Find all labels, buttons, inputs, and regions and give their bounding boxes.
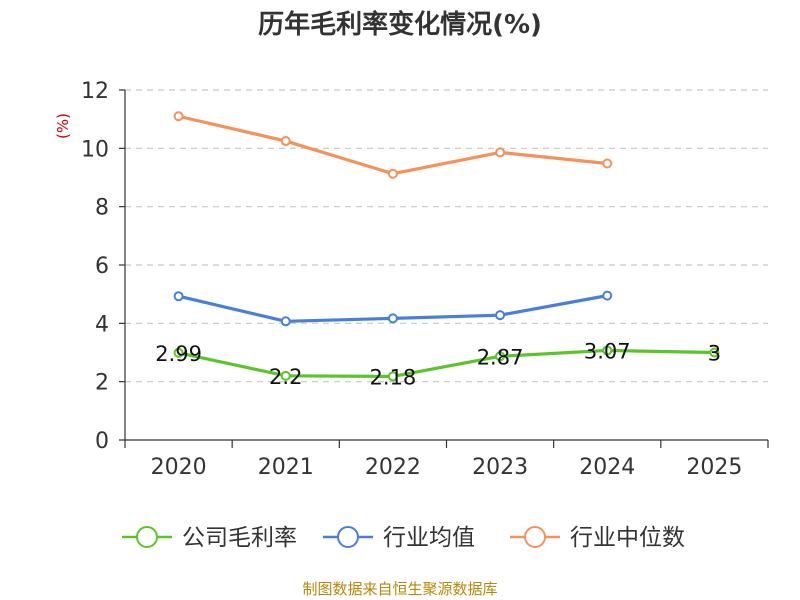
data-point <box>602 345 613 356</box>
legend-marker <box>136 526 158 548</box>
data-point <box>602 158 613 169</box>
x-tick-label: 2023 <box>472 455 528 480</box>
data-label: 2.2 <box>269 365 302 389</box>
y-tick-label: 12 <box>81 79 109 104</box>
y-axis-unit: (%) <box>54 113 72 139</box>
y-axis-ticks: 0 2 4 6 8 10 12 <box>81 79 125 454</box>
x-tick-label: 2024 <box>579 455 635 480</box>
y-tick-label: 0 <box>95 429 109 454</box>
legend-item[interactable]: 公司毛利率 <box>122 525 297 551</box>
grid-lines <box>125 89 768 383</box>
data-point <box>495 147 506 158</box>
data-label: 3.07 <box>584 339 631 363</box>
y-tick-label: 10 <box>81 137 109 162</box>
y-tick-label: 8 <box>95 196 109 221</box>
data-label: 2.99 <box>155 342 202 366</box>
series-line <box>178 114 608 176</box>
legend[interactable]: 公司毛利率 行业均值 行业中位数 <box>122 525 685 551</box>
legend-label: 行业均值 <box>383 525 475 551</box>
data-point <box>495 351 506 362</box>
x-tick-label: 2021 <box>258 455 314 480</box>
data-point <box>709 347 720 358</box>
data-label: 2.18 <box>370 365 417 389</box>
legend-label: 公司毛利率 <box>182 525 297 551</box>
data-point <box>602 290 613 301</box>
legend-item[interactable]: 行业均值 <box>323 525 475 551</box>
y-tick-label: 4 <box>95 312 109 337</box>
data-label: 3 <box>708 342 721 366</box>
chart-title: 历年毛利率变化情况(%) <box>258 9 542 40</box>
x-tick-label: 2020 <box>151 455 207 480</box>
y-tick-label: 2 <box>95 371 109 396</box>
data-point <box>280 316 291 327</box>
data-point <box>173 347 184 358</box>
data-point <box>280 136 291 147</box>
data-point <box>173 291 184 302</box>
x-axis-ticks: 2020 2021 2022 2023 2024 2025 <box>124 440 769 480</box>
x-tick-label: 2022 <box>365 455 421 480</box>
series-line <box>178 348 715 379</box>
x-tick-label: 2025 <box>686 455 742 480</box>
data-point <box>495 310 506 321</box>
data-point <box>173 111 184 122</box>
series-layer <box>173 111 720 382</box>
data-point <box>280 370 291 381</box>
data-labels: 2.99 2.2 2.18 2.87 3.07 3 <box>155 339 721 389</box>
data-point <box>387 371 398 382</box>
legend-item[interactable]: 行业中位数 <box>510 525 685 551</box>
source-note: 制图数据来自恒生聚源数据库 <box>302 580 497 598</box>
data-point <box>387 313 398 324</box>
data-label: 2.87 <box>477 345 524 369</box>
data-point <box>387 168 398 179</box>
legend-label: 行业中位数 <box>570 525 685 551</box>
legend-marker <box>337 526 359 548</box>
y-tick-label: 6 <box>95 254 109 279</box>
legend-marker <box>524 526 546 548</box>
